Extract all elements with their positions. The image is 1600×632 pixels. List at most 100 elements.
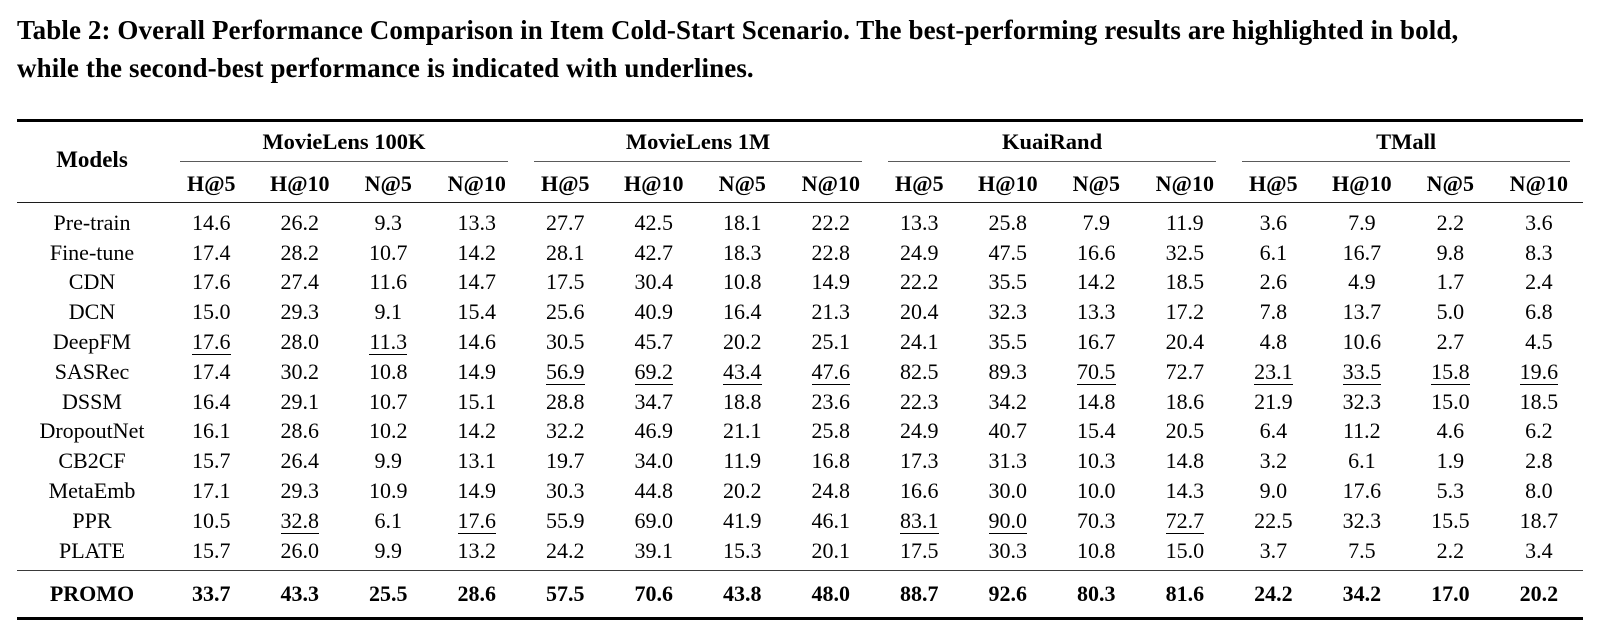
value-cell: 17.6: [167, 268, 256, 298]
value-cell: 7.5: [1318, 536, 1407, 570]
second-best-value: 56.9: [546, 358, 585, 385]
metric-value: 5.0: [1436, 299, 1465, 325]
value-cell: 18.6: [1141, 387, 1230, 417]
value-cell: 19.7: [521, 446, 610, 476]
value-cell: 25.5: [344, 569, 433, 619]
metric-value: 10.5: [192, 507, 231, 533]
metric-value: 17.4: [192, 358, 231, 384]
metric-value: 9.1: [374, 299, 403, 325]
metric-header: H@5: [167, 162, 256, 203]
metric-header: N@5: [344, 162, 433, 203]
metric-value: 44.8: [634, 478, 674, 504]
metric-value: 31.3: [988, 448, 1028, 474]
value-cell: 7.8: [1229, 297, 1318, 327]
metric-value: 14.6: [457, 329, 497, 355]
table-row: MetaEmb 17.1 29.3 10.9 14.9 30.3 44.8 20.2 24.8 1…: [17, 476, 1583, 506]
group-underline-rule: [180, 155, 508, 162]
second-best-value: 11.3: [369, 329, 408, 356]
metric-value: 25.1: [811, 329, 851, 355]
value-cell: 35.5: [964, 268, 1053, 298]
value-cell: 55.9: [521, 506, 610, 536]
metric-header: H@10: [255, 162, 344, 203]
value-cell: 29.3: [256, 297, 345, 327]
value-cell: 16.8: [787, 446, 876, 476]
value-cell: 10.8: [344, 357, 433, 387]
value-cell: 42.5: [610, 203, 699, 238]
best-value: 25.5: [369, 580, 408, 606]
metric-value: 30.3: [546, 478, 585, 504]
metric-value: 39.1: [634, 537, 674, 563]
group-label: KuaiRand: [1002, 129, 1103, 154]
value-cell: 3.6: [1495, 203, 1584, 238]
value-cell: 14.2: [433, 238, 522, 268]
metric-header: H@10: [1317, 162, 1407, 203]
metric-value: 40.9: [634, 299, 674, 325]
metric-value: 16.7: [1342, 239, 1382, 265]
metric-value: 41.9: [723, 507, 762, 533]
metric-value: 10.7: [369, 239, 408, 265]
group-label: TMall: [1376, 129, 1437, 154]
value-cell: 22.5: [1229, 506, 1318, 536]
metric-value: 27.4: [280, 269, 320, 295]
metric-value: 25.8: [811, 418, 851, 444]
metric-value: 14.2: [457, 418, 497, 444]
table-row: PPR 10.5 32.8 6.1 17.6 55.9 69.0 41.9 46.1 83.1 90…: [17, 506, 1583, 536]
value-cell: 14.8: [1052, 387, 1141, 417]
value-cell: 24.1: [875, 327, 964, 357]
value-cell: 3.7: [1229, 536, 1318, 570]
metric-header-row: H@5 H@10 N@5 N@10 H@5 H@10 N@5 N@10 H@5 H@10 N@5 N@…: [17, 162, 1584, 203]
value-cell: 13.2: [433, 536, 522, 570]
table-row: DeepFM 17.6 28.0 11.3 14.6 30.5 45.7 20.2 25.1 24…: [17, 327, 1583, 357]
value-cell: 25.1: [787, 327, 876, 357]
value-cell: 28.0: [256, 327, 345, 357]
value-cell: 18.8: [698, 387, 787, 417]
value-cell: 3.6: [1229, 203, 1318, 238]
value-cell: 31.3: [964, 446, 1053, 476]
metric-value: 7.8: [1259, 299, 1288, 325]
value-cell: 24.9: [875, 417, 964, 447]
metric-value: 8.0: [1525, 478, 1553, 504]
group-underline-rule: [534, 155, 863, 162]
value-cell: 30.4: [610, 268, 699, 298]
metric-value: 17.5: [900, 537, 939, 563]
second-best-value: 90.0: [988, 507, 1028, 534]
metric-value: 46.9: [634, 418, 674, 444]
metric-value: 24.1: [900, 329, 939, 355]
best-value: 17.0: [1431, 580, 1470, 606]
value-cell: 14.2: [433, 417, 522, 447]
metric-value: 20.5: [1165, 418, 1205, 444]
value-cell: 16.1: [167, 417, 256, 447]
value-cell: 19.6: [1495, 357, 1584, 387]
value-cell: 11.3: [344, 327, 433, 357]
metric-value: 22.2: [900, 269, 939, 295]
metric-value: 16.1: [192, 418, 231, 444]
value-cell: 5.0: [1406, 297, 1495, 327]
value-cell: 9.9: [344, 446, 433, 476]
metric-value: 15.7: [192, 537, 231, 563]
metric-value: 28.0: [280, 329, 320, 355]
metric-value: 14.9: [457, 478, 497, 504]
metric-value: 10.6: [1342, 329, 1382, 355]
table-body: Pre-train 14.6 26.2 9.3 13.3 27.7 42.5 18.1 22.2…: [17, 203, 1583, 571]
value-cell: 6.1: [1229, 238, 1318, 268]
metric-value: 34.0: [634, 448, 674, 474]
metric-value: 55.9: [546, 507, 585, 533]
best-value: 70.6: [634, 580, 674, 606]
value-cell: 17.4: [167, 238, 256, 268]
metric-value: 46.1: [811, 507, 851, 533]
value-cell: 9.3: [344, 203, 433, 238]
metric-value: 24.8: [811, 478, 851, 504]
model-name-cell: Fine-tune: [49, 239, 135, 265]
metric-value: 18.7: [1519, 507, 1559, 533]
value-cell: 13.3: [433, 203, 522, 238]
second-best-value: 19.6: [1519, 358, 1559, 385]
metric-value: 13.2: [457, 537, 497, 563]
metric-value: 20.4: [900, 299, 939, 325]
value-cell: 7.9: [1318, 203, 1407, 238]
value-cell: 1.9: [1406, 446, 1495, 476]
metric-value: 6.2: [1525, 418, 1553, 444]
metric-value: 17.3: [900, 448, 939, 474]
value-cell: 40.9: [610, 297, 699, 327]
model-name-cell: SASRec: [54, 358, 130, 384]
